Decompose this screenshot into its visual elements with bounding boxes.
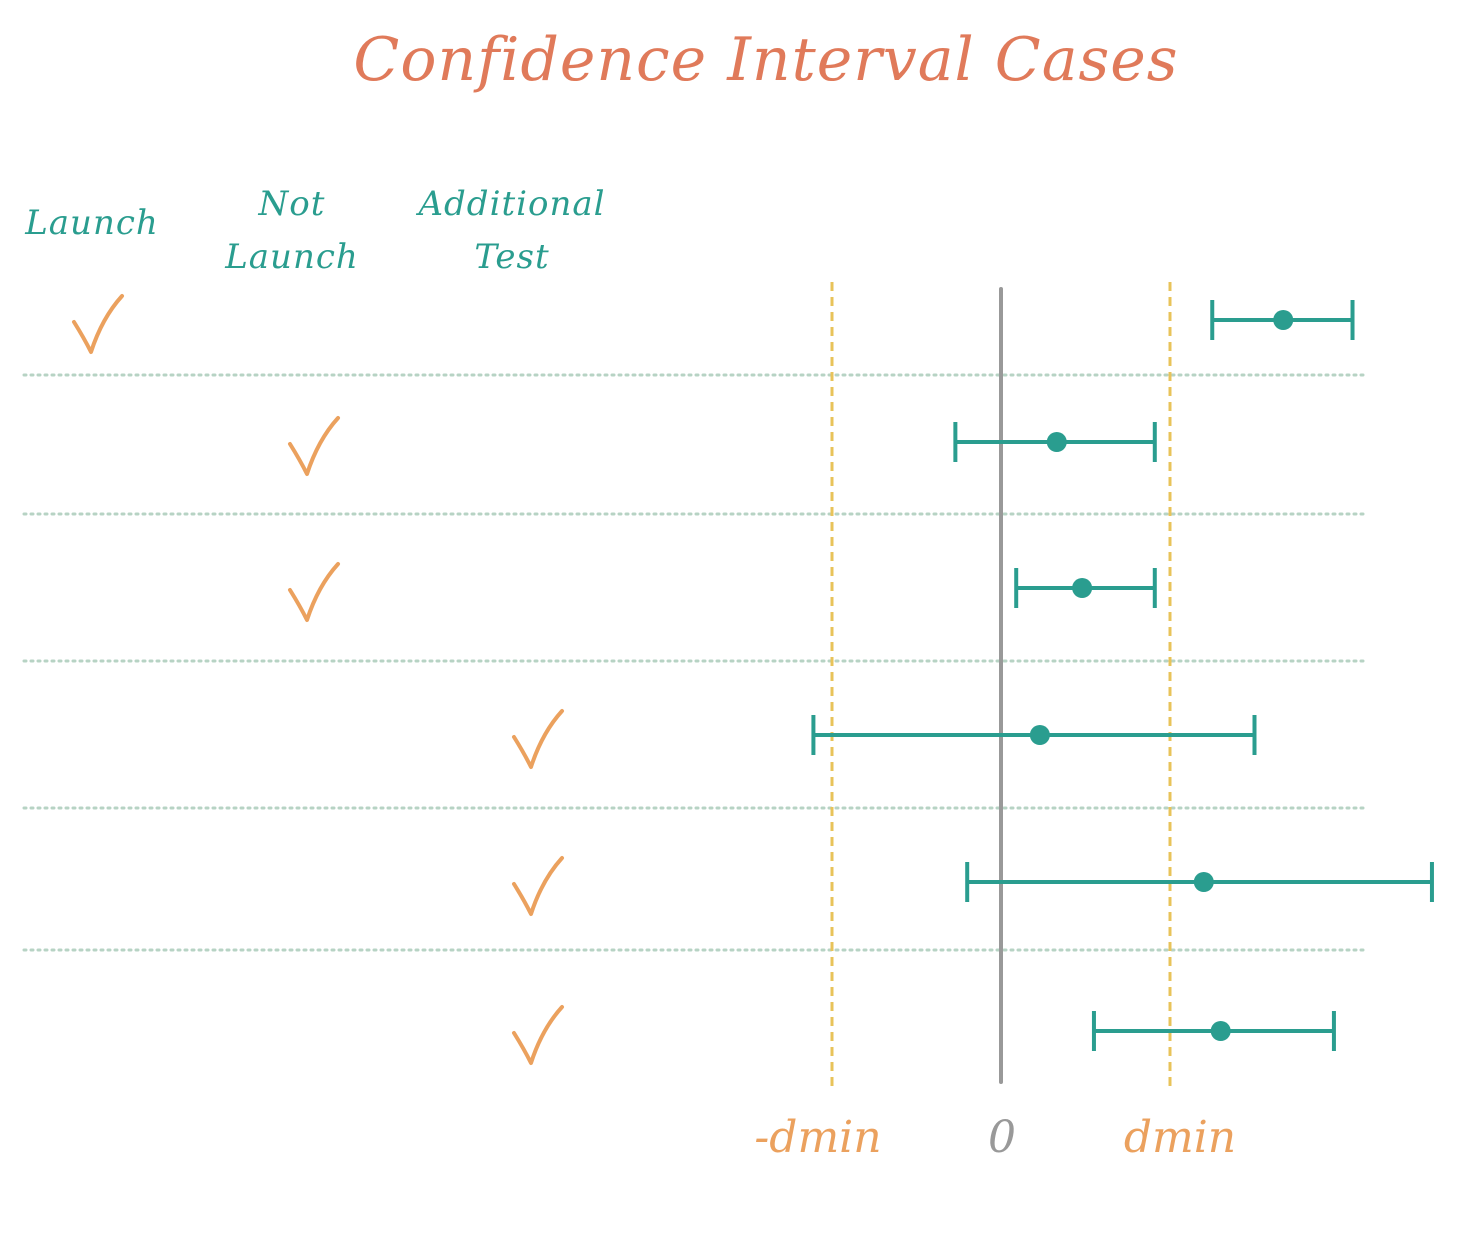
axis-label-dmin: dmin <box>1124 1112 1236 1163</box>
interval-case-3 <box>1014 568 1157 608</box>
axis-label-neg-dmin: -dmin <box>754 1112 881 1163</box>
interval-case-2 <box>953 422 1157 462</box>
column-headers: Launch Not Launch Additional Test <box>24 184 605 277</box>
point-estimate <box>1273 310 1294 330</box>
confidence-intervals <box>811 300 1434 1051</box>
column-header-launch: Launch <box>24 203 159 243</box>
interval-case-5 <box>965 862 1434 902</box>
checkmark-icon <box>512 1005 564 1065</box>
interval-case-4 <box>811 715 1257 755</box>
point-estimate <box>1046 432 1067 452</box>
interval-case-6 <box>1091 1011 1336 1051</box>
column-header-not-launch-line1: Not <box>258 184 326 224</box>
checkmark-icon <box>288 416 340 476</box>
column-header-additional-test-line2: Test <box>474 237 549 277</box>
point-estimate <box>1072 578 1093 598</box>
diagram-title: Confidence Interval Cases <box>353 25 1178 95</box>
axis-label-zero: 0 <box>988 1112 1016 1163</box>
column-header-additional-test-line1: Additional <box>415 184 605 224</box>
checkmark-icon <box>512 856 564 916</box>
column-header-not-launch-line2: Launch <box>224 237 359 277</box>
point-estimate <box>1029 725 1050 745</box>
checkmark-icon <box>512 709 564 769</box>
checkmark-icon <box>72 294 124 354</box>
point-estimate <box>1210 1021 1231 1041</box>
checkmark-icon <box>288 562 340 622</box>
interval-case-1 <box>1210 300 1355 340</box>
decision-checkmarks <box>72 294 564 1065</box>
axis-labels: -dmin 0 dmin <box>754 1112 1236 1163</box>
point-estimate <box>1193 872 1214 892</box>
row-dividers <box>22 373 1368 952</box>
reference-lines <box>830 282 1172 1086</box>
